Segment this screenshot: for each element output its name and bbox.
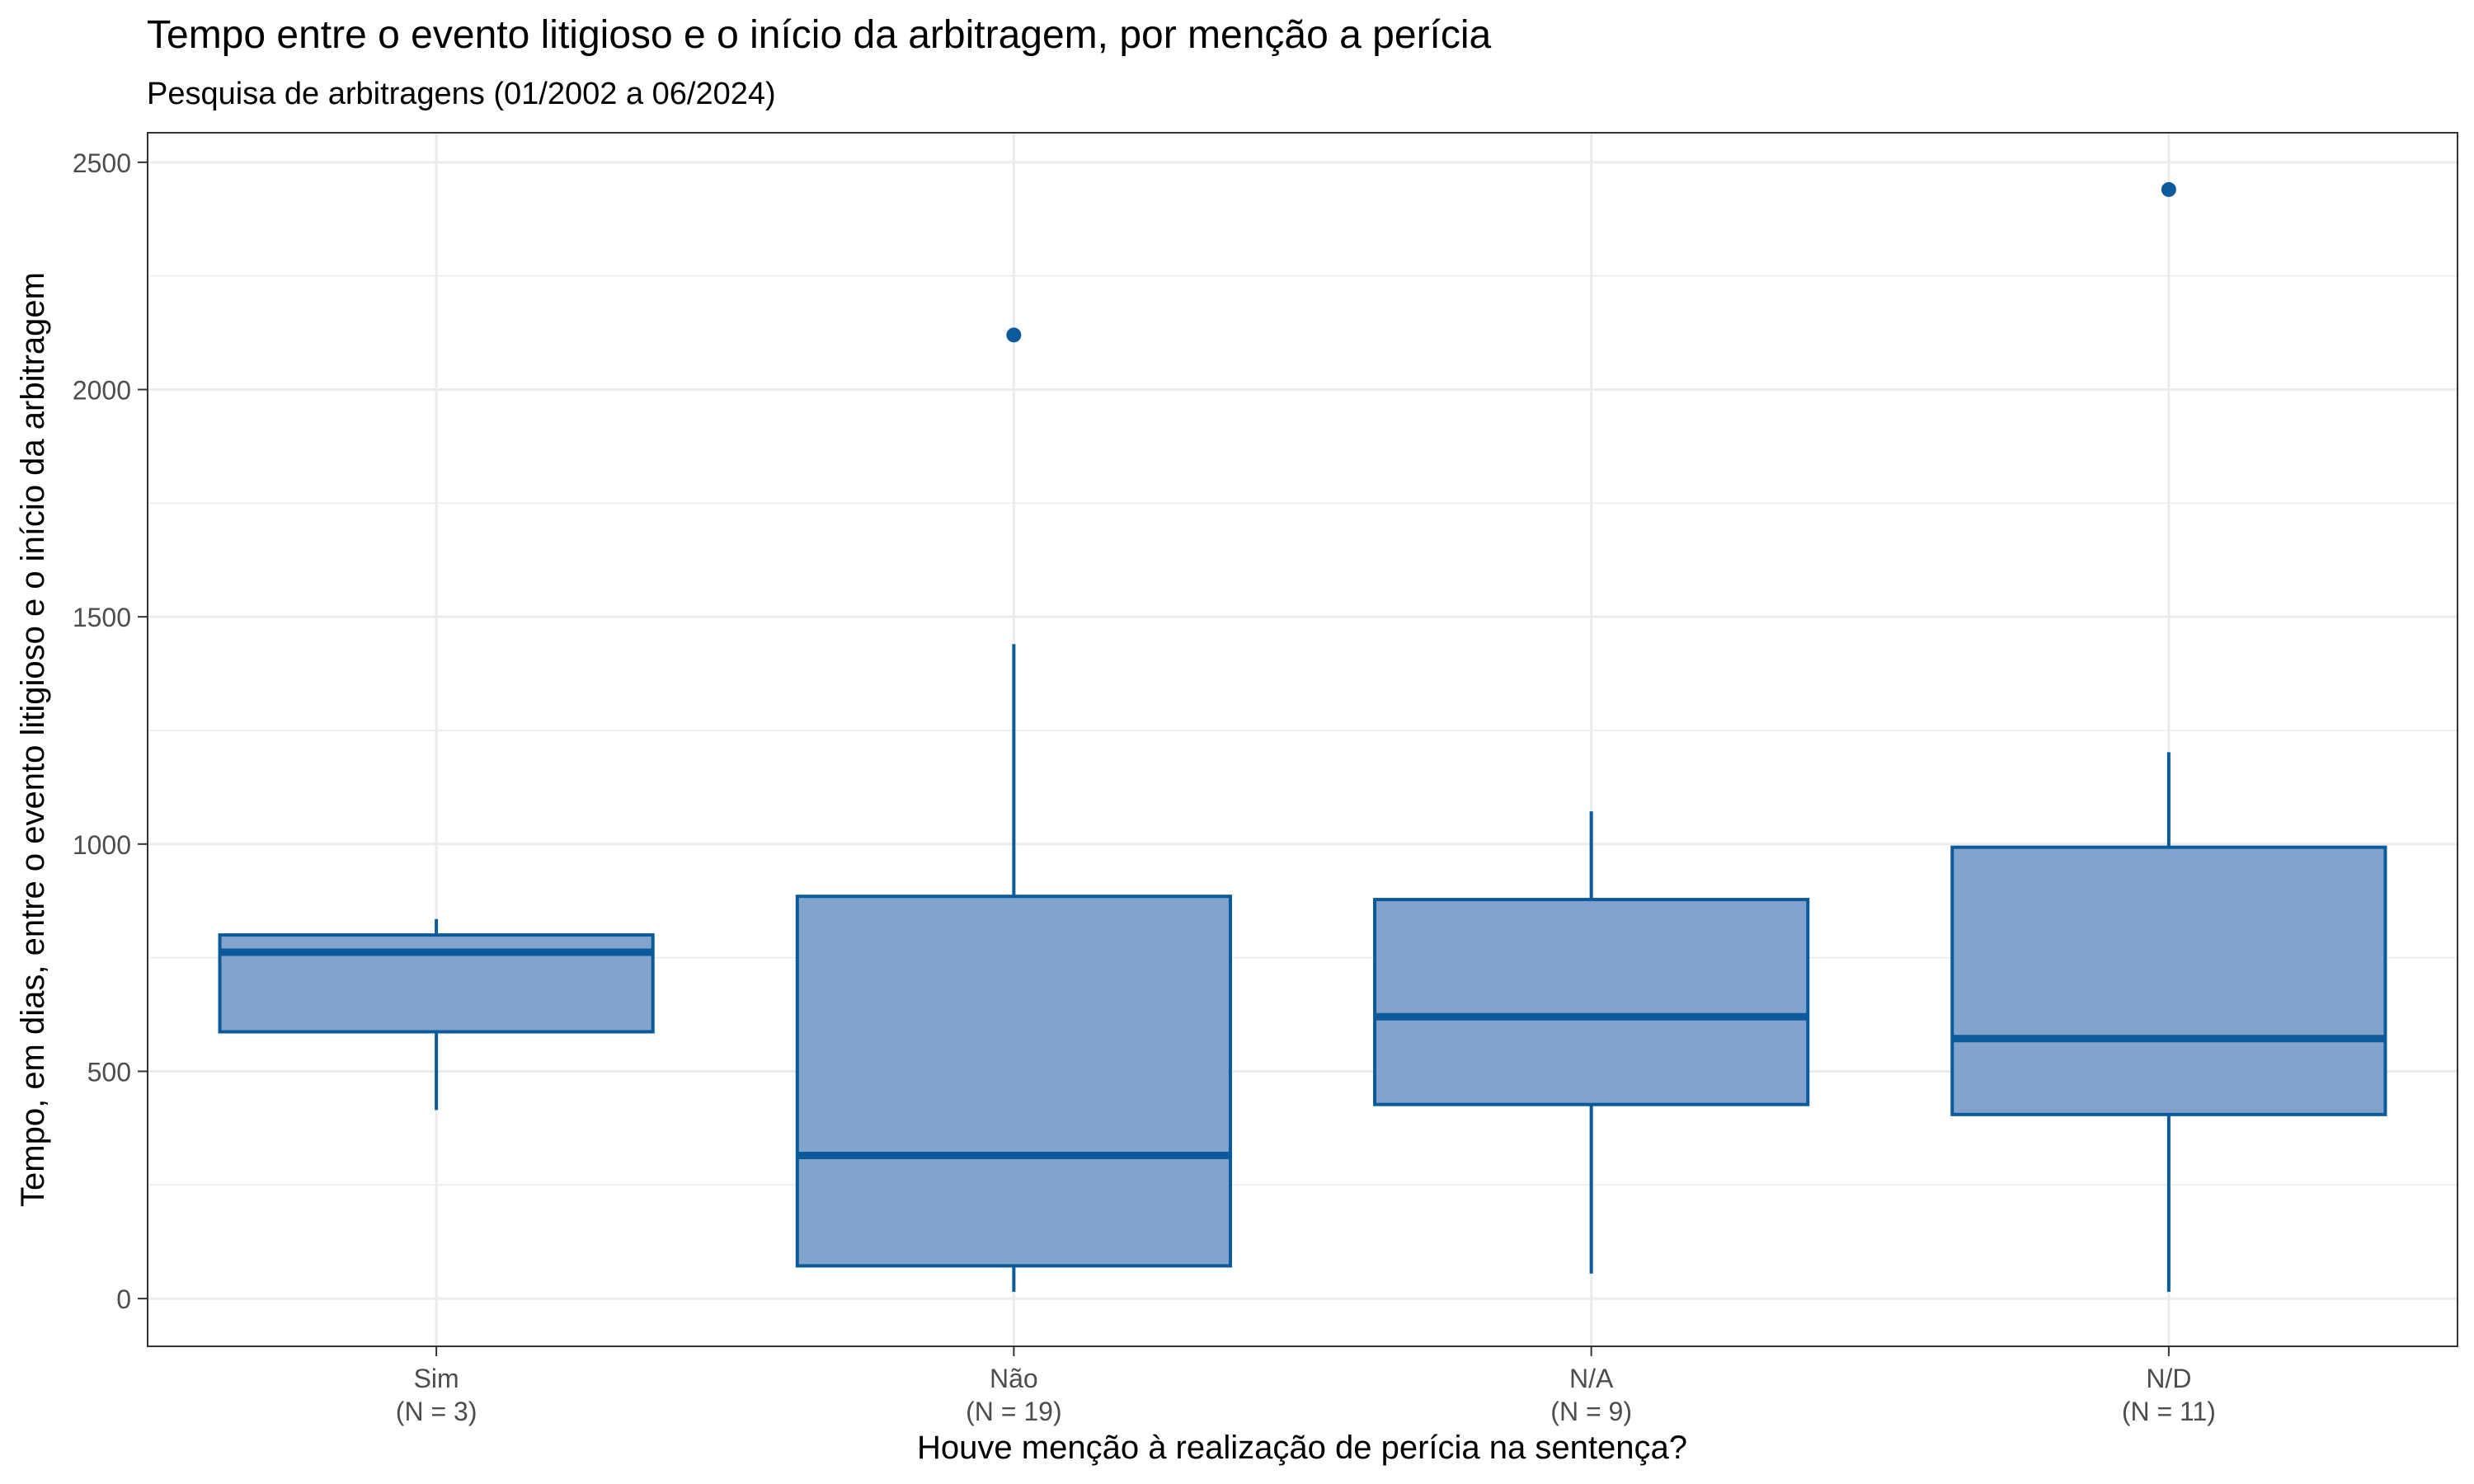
x-tick-label: N/D: [2146, 1364, 2191, 1393]
x-tick-label: Sim: [414, 1364, 459, 1393]
x-tick-count-label: (N = 9): [1550, 1397, 1632, 1426]
outlier-point: [2161, 181, 2176, 197]
box-group: [218, 918, 655, 1111]
box-group: [795, 327, 1232, 1292]
box: [795, 895, 1232, 1268]
box-group: [1950, 181, 2387, 1292]
x-tick-count-label: (N = 19): [966, 1397, 1061, 1426]
y-tick-label: 1500: [73, 603, 131, 632]
outlier-point: [1006, 327, 1022, 343]
x-axis: Sim (N = 3) Não (N = 19) N/A (N = 9) N/D (N = 1…: [396, 1346, 2216, 1426]
box-series: [218, 181, 2387, 1292]
box: [1950, 845, 2387, 1116]
x-axis-title: Houve menção à realização de perícia na …: [917, 1430, 1687, 1466]
x-tick-label: N/A: [1569, 1364, 1614, 1393]
y-axis: 0 500 1000 1500 2000 2500: [73, 148, 148, 1314]
y-axis-title: Tempo, em dias, entre o evento litigioso…: [15, 272, 51, 1207]
panel-border: [147, 132, 2458, 1347]
y-tick-label: 2000: [73, 375, 131, 405]
y-tick-label: 2500: [73, 148, 131, 178]
chart-subtitle: Pesquisa de arbitragens (01/2002 a 06/20…: [147, 77, 776, 111]
box: [1373, 898, 1810, 1106]
y-tick-label: 500: [87, 1057, 131, 1087]
y-tick-label: 0: [116, 1284, 131, 1314]
x-tick-count-label: (N = 3): [396, 1397, 477, 1426]
grid-lines: [148, 133, 2458, 1346]
box-group: [1373, 811, 1810, 1274]
x-tick-label: Não: [990, 1364, 1038, 1393]
x-tick-count-label: (N = 11): [2122, 1397, 2216, 1426]
chart-title: Tempo entre o evento litigioso e o iníci…: [147, 13, 1492, 57]
y-tick-label: 1000: [73, 830, 131, 860]
